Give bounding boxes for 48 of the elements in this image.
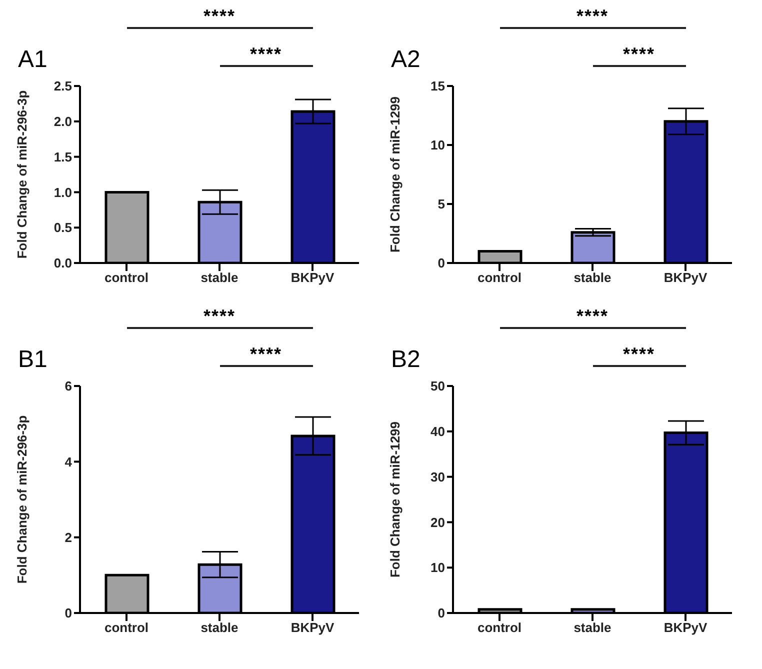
y-tick-label: 6	[64, 378, 72, 394]
x-tick-label: BKPyV	[664, 270, 708, 286]
y-tick-label: 20	[430, 514, 445, 530]
y-tick-label: 1.0	[54, 184, 72, 200]
text: ****	[202, 6, 237, 27]
y-tick-label: 50	[430, 378, 445, 394]
text: ****	[622, 44, 656, 65]
y-tick-label: 5	[438, 196, 445, 212]
y-tick-label: 30	[430, 469, 445, 484]
text: ****	[622, 344, 656, 365]
text: ****	[248, 44, 284, 65]
y-tick-label: 40	[430, 424, 445, 440]
x-tick-label: BKPyV	[664, 620, 708, 636]
x-tick-label: control	[104, 620, 149, 636]
text: ****	[248, 344, 284, 365]
y-tick-label: 1.5	[54, 149, 72, 164]
y-tick-label: 0	[438, 606, 445, 621]
y-axis-title: Fold Change of miR-296-3p	[14, 90, 30, 259]
chart-title: B1	[18, 346, 48, 374]
y-tick-label: 0	[64, 606, 72, 621]
chart-title: B2	[391, 346, 420, 374]
x-tick-label: control	[477, 620, 522, 636]
x-tick-label: stable	[574, 270, 612, 286]
x-tick-label: stable	[200, 270, 238, 286]
y-tick-label: 2.5	[54, 78, 72, 94]
y-tick-label: 10	[430, 138, 445, 153]
y-tick-label: 0.5	[54, 220, 72, 236]
chart-title: A2	[391, 46, 420, 74]
text: ****	[575, 306, 610, 327]
text: ****	[202, 306, 237, 327]
y-axis-title: Fold Change of miR-296-3p	[14, 415, 30, 584]
x-tick-label: BKPyV	[290, 620, 334, 636]
text: ****	[575, 6, 610, 27]
y-tick-label: 0.0	[54, 256, 72, 271]
y-tick-label: 15	[430, 78, 445, 94]
y-tick-label: 2.0	[54, 114, 72, 130]
x-tick-label: BKPyV	[290, 270, 334, 286]
y-axis-title: Fold Change of miR-1299	[388, 421, 403, 578]
x-tick-label: stable	[574, 620, 612, 636]
y-axis-title: Fold Change of miR-1299	[388, 96, 403, 253]
y-tick-label: 2	[64, 530, 72, 545]
x-tick-label: control	[104, 270, 149, 286]
x-tick-label: control	[477, 270, 522, 286]
chart-title: A1	[18, 46, 48, 74]
y-tick-label: 0	[438, 256, 445, 271]
y-tick-label: 4	[64, 454, 73, 470]
x-tick-label: stable	[200, 620, 238, 636]
y-tick-label: 10	[430, 560, 445, 576]
